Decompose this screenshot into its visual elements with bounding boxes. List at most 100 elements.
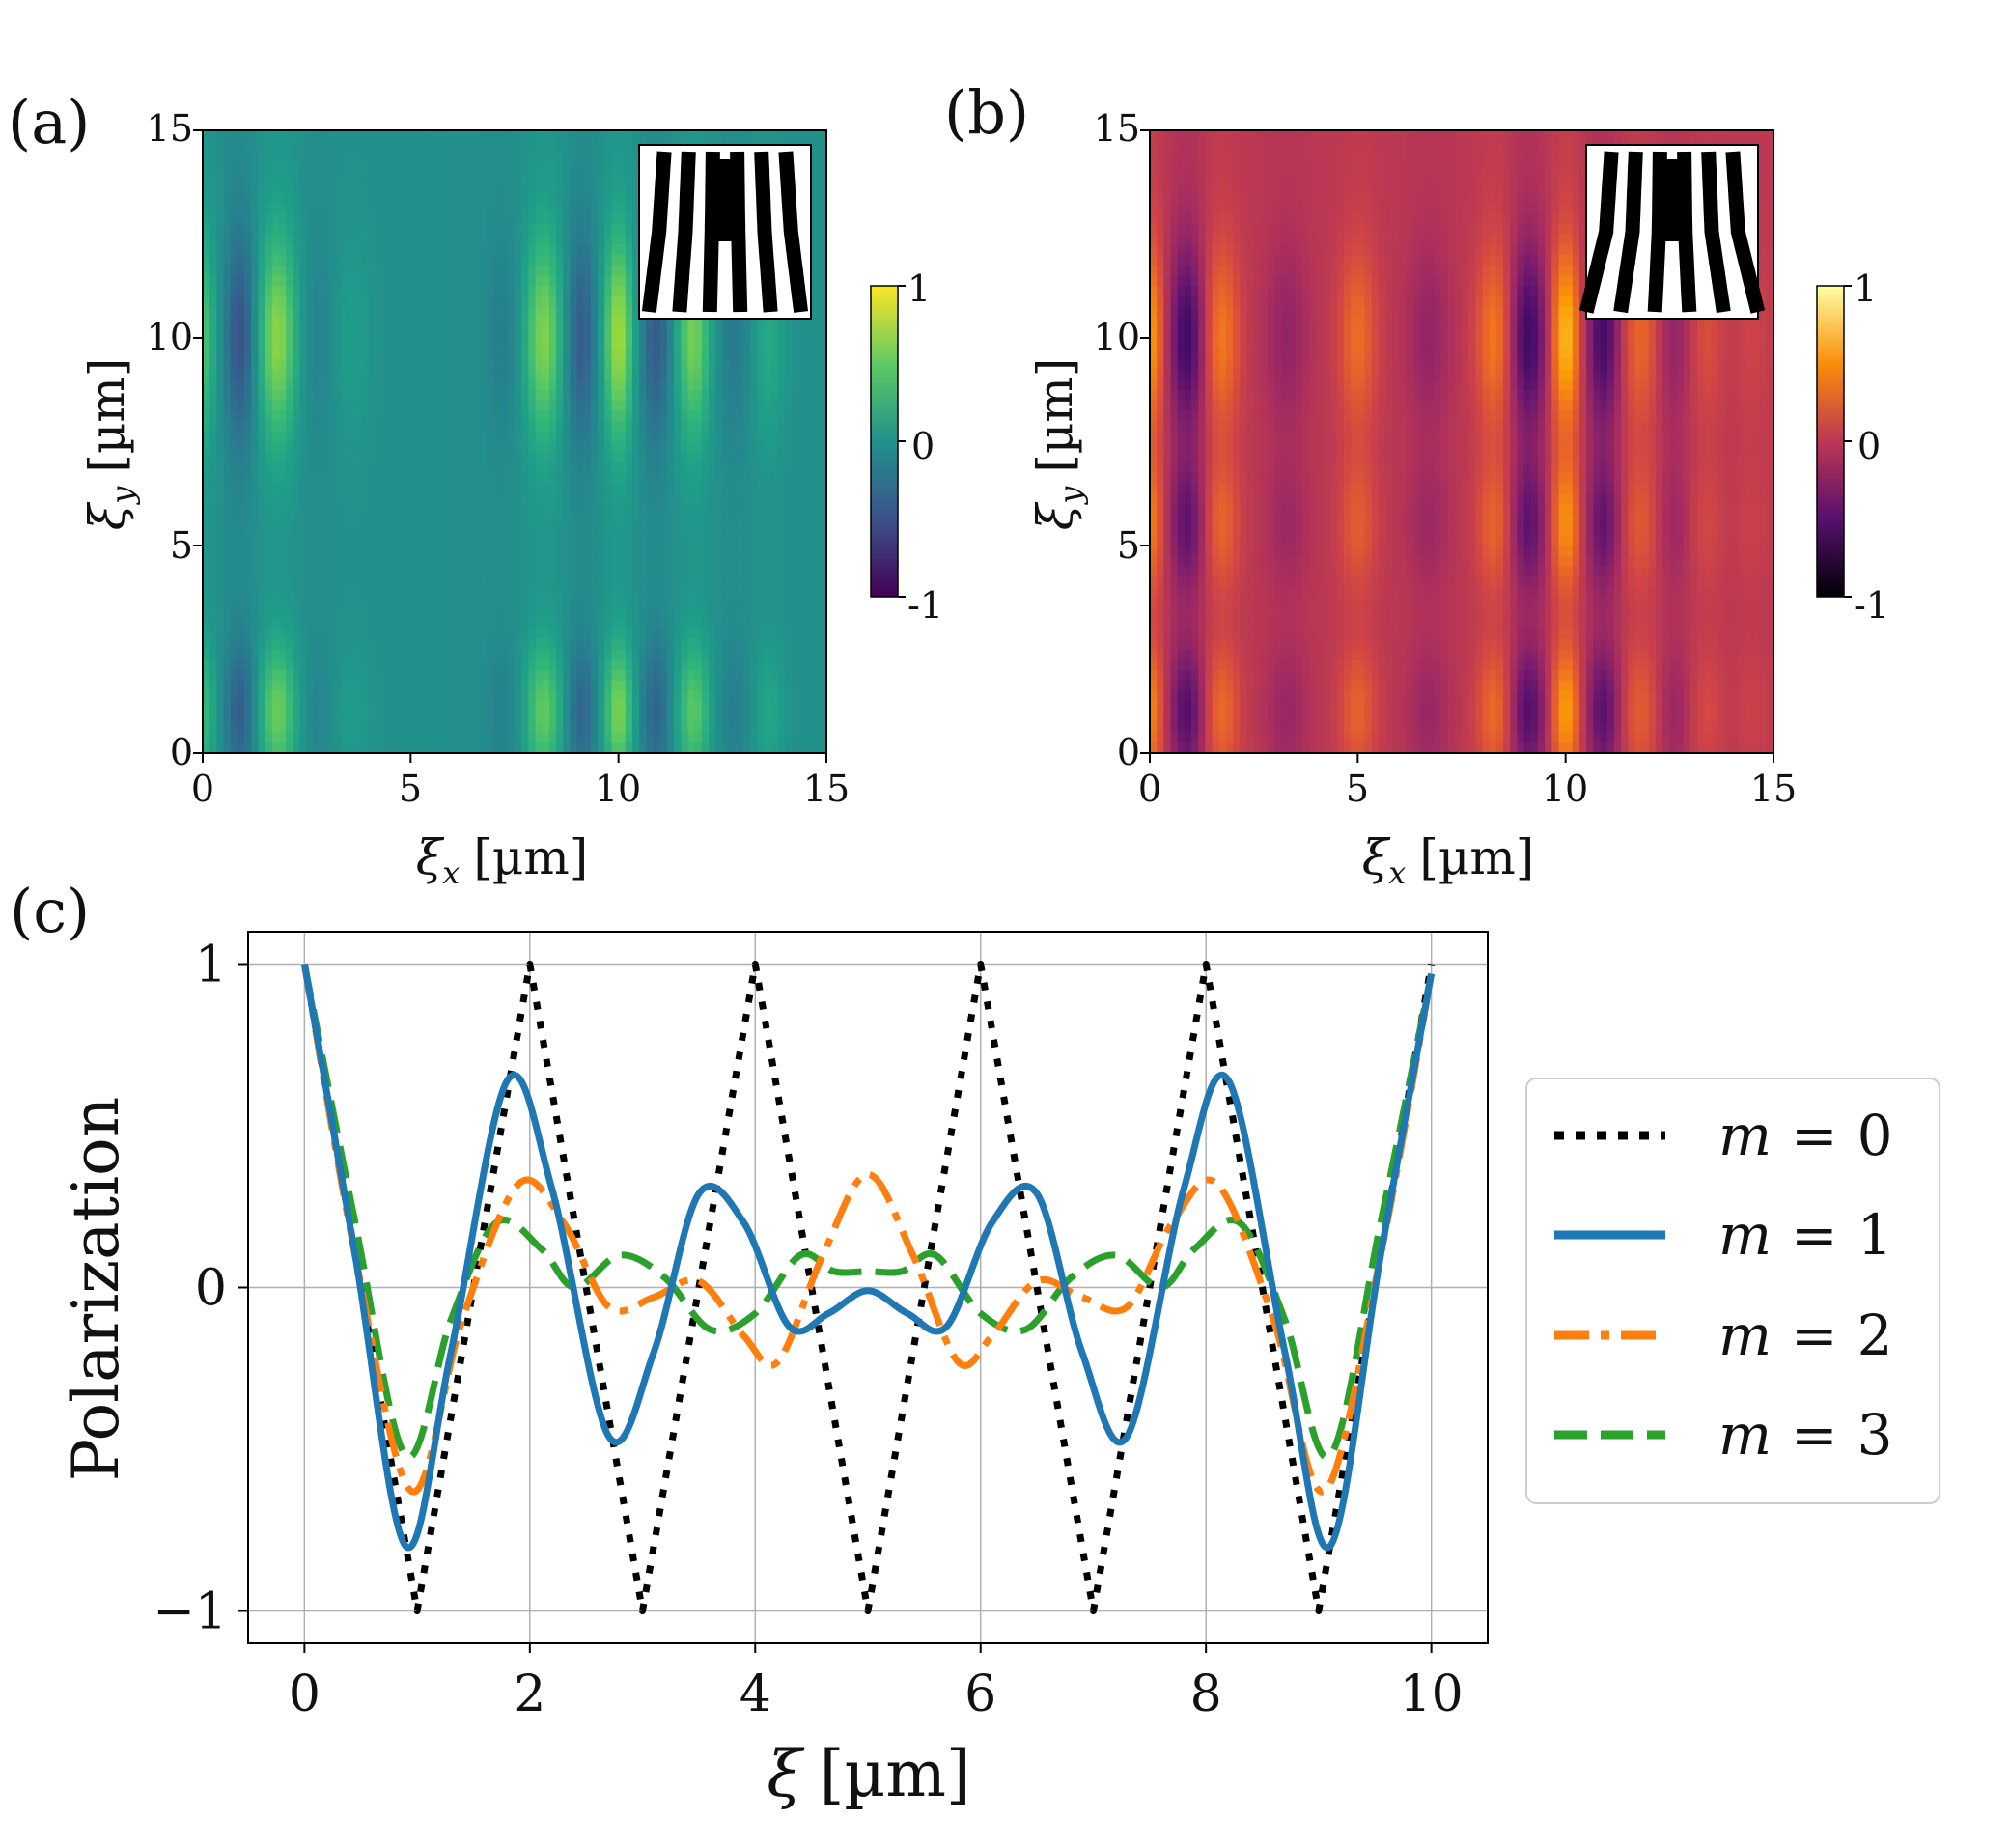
heatmap-cell xyxy=(646,327,655,339)
heatmap-cell xyxy=(742,348,751,360)
heatmap-cell xyxy=(515,629,522,640)
heatmap-cell xyxy=(590,192,599,204)
heatmap-cell xyxy=(465,732,474,743)
heatmap-cell xyxy=(251,732,260,743)
heatmap-cell xyxy=(570,172,578,183)
heatmap-cell xyxy=(708,327,716,339)
heatmap-cell xyxy=(404,182,411,194)
heatmap-cell xyxy=(674,504,682,516)
heatmap-cell xyxy=(223,607,232,619)
heatmap-cell xyxy=(216,535,225,546)
heatmap-cell xyxy=(362,690,370,702)
heatmap-cell xyxy=(299,192,308,204)
heatmap-cell xyxy=(265,493,273,505)
heatmap-cell xyxy=(563,618,572,630)
heatmap-cell xyxy=(487,483,495,494)
heatmap-cell xyxy=(535,483,544,494)
heatmap-cell xyxy=(404,618,411,630)
heatmap-cell xyxy=(265,379,273,391)
heatmap-cell xyxy=(487,721,495,734)
heatmap-cell xyxy=(382,379,391,391)
heatmap-cell xyxy=(604,389,613,402)
heatmap-cell xyxy=(528,493,537,505)
heatmap-cell xyxy=(410,317,419,328)
heatmap-cell xyxy=(334,327,343,339)
heatmap-cell xyxy=(548,555,557,568)
heatmap-cell xyxy=(258,680,266,692)
heatmap-cell xyxy=(632,680,640,692)
heatmap-cell xyxy=(646,659,655,671)
heatmap-cell xyxy=(362,265,370,277)
heatmap-cell xyxy=(625,555,633,568)
heatmap-cell xyxy=(583,546,592,557)
heatmap-cell xyxy=(576,140,585,153)
heatmap-cell xyxy=(465,566,474,577)
heatmap-cell xyxy=(694,524,703,536)
heatmap-cell xyxy=(563,172,572,183)
heatmap-cell xyxy=(313,493,321,505)
heatmap-cell xyxy=(687,338,696,350)
heatmap-cell xyxy=(715,670,723,682)
heatmap-cell xyxy=(271,379,280,391)
heatmap-cell xyxy=(535,255,544,266)
heatmap-cell xyxy=(237,721,245,734)
heatmap-cell xyxy=(618,629,627,640)
heatmap-cell xyxy=(216,151,225,162)
heatmap-cell xyxy=(742,721,751,734)
heatmap-cell xyxy=(354,296,363,308)
heatmap-cell xyxy=(396,441,405,453)
heatmap-cell xyxy=(438,690,446,702)
heatmap-cell xyxy=(271,504,280,516)
heatmap-cell xyxy=(299,338,308,350)
heatmap-cell xyxy=(410,514,419,526)
heatmap-cell xyxy=(334,712,343,723)
heatmap-cell xyxy=(556,244,564,256)
heatmap-cell xyxy=(237,400,245,411)
heatmap-cell xyxy=(507,514,516,526)
heatmap-cell xyxy=(258,286,266,297)
heatmap-cell xyxy=(244,275,252,287)
heatmap-cell xyxy=(632,203,640,214)
heatmap-cell xyxy=(209,638,217,651)
heatmap-cell xyxy=(659,421,668,433)
heatmap-cell xyxy=(459,576,467,588)
heatmap-cell xyxy=(722,452,731,463)
heatmap-cell xyxy=(348,721,356,734)
heatmap-cell xyxy=(417,255,426,266)
heatmap-cell xyxy=(681,638,689,651)
heatmap-cell xyxy=(244,649,252,660)
heatmap-cell xyxy=(362,535,370,546)
heatmap-cell xyxy=(452,680,461,692)
heatmap-cell xyxy=(653,462,661,474)
heatmap-cell xyxy=(480,721,488,734)
heatmap-cell xyxy=(452,327,461,339)
heatmap-cell xyxy=(237,275,245,287)
heatmap-cell xyxy=(306,472,315,485)
heatmap-cell xyxy=(293,472,301,485)
heatmap-cell xyxy=(445,244,453,256)
heatmap-cell xyxy=(341,670,349,682)
heatmap-cell xyxy=(327,546,335,557)
heatmap-cell xyxy=(507,690,516,702)
heatmap-cell xyxy=(736,649,744,660)
heatmap-cell xyxy=(230,172,238,183)
heatmap-cell xyxy=(507,638,516,651)
heatmap-cell xyxy=(556,576,564,588)
heatmap-cell xyxy=(487,742,495,753)
heatmap-cell xyxy=(694,732,703,743)
heatmap-cell xyxy=(251,690,260,702)
heatmap-cell xyxy=(472,629,481,640)
heatmap-cell xyxy=(306,452,315,463)
heatmap-cell xyxy=(452,721,461,734)
heatmap-cell xyxy=(445,421,453,433)
heatmap-cell xyxy=(472,203,481,214)
heatmap-cell xyxy=(216,379,225,391)
heatmap-cell xyxy=(722,421,731,433)
heatmap-cell xyxy=(632,338,640,350)
heatmap-cell xyxy=(334,234,343,245)
heatmap-cell xyxy=(750,327,758,339)
heatmap-cell xyxy=(327,358,335,370)
heatmap-cell xyxy=(417,244,426,256)
heatmap-cell xyxy=(515,275,522,287)
heatmap-cell xyxy=(258,546,266,557)
